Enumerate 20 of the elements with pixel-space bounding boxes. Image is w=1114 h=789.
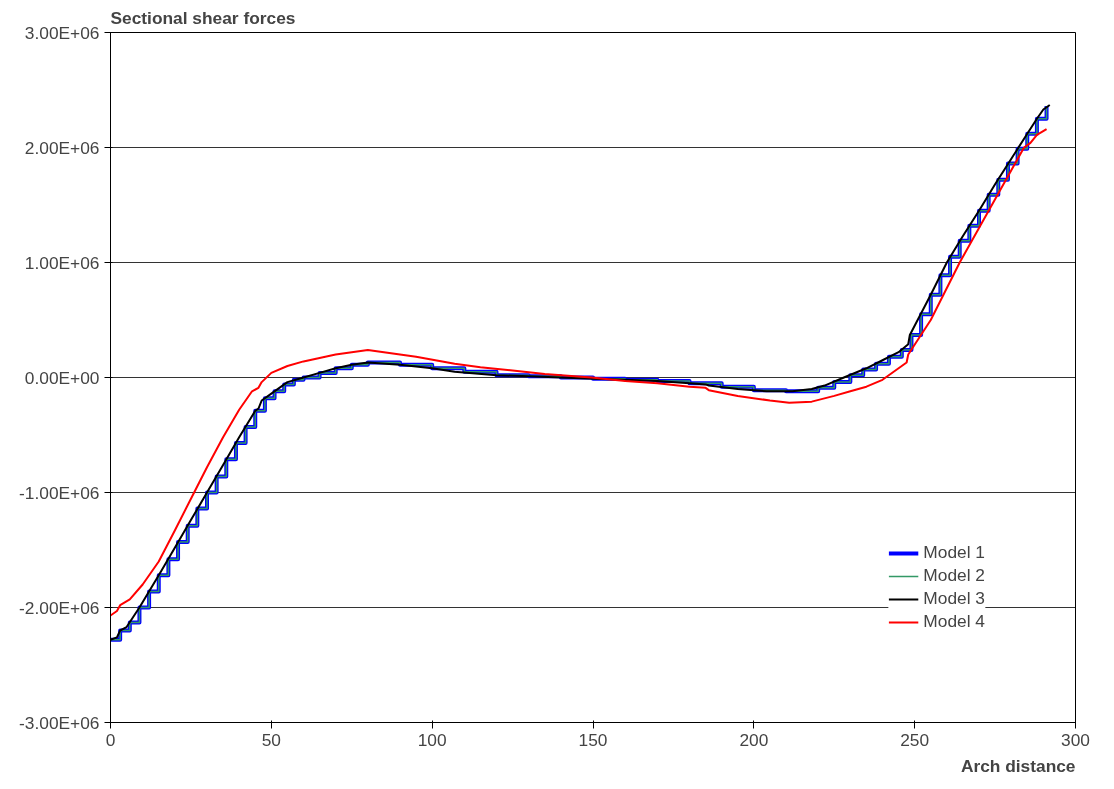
x-tick-label: 200 [739,729,769,750]
y-tick-label: -1.00E+06 [19,482,100,503]
x-tick-label: 100 [417,729,447,750]
y-tick-label: -3.00E+06 [19,712,100,733]
x-tick-label: 300 [1061,729,1090,750]
x-tick-label: 150 [578,729,608,750]
legend-label: Model 3 [923,588,985,609]
y-tick-label: 0.00E+00 [24,367,100,388]
legend-label: Model 2 [923,565,985,586]
x-axis-title: Arch distance [960,755,1076,776]
x-tick-label: 50 [261,729,281,750]
x-tick-label: 250 [900,729,930,750]
y-tick-label: -2.00E+06 [19,597,100,618]
legend-label: Model 4 [923,611,985,632]
y-tick-label: 1.00E+06 [24,252,100,273]
y-tick-label: 2.00E+06 [24,137,100,158]
y-axis-title: Sectional shear forces [110,7,296,28]
x-tick-label: 0 [105,729,116,750]
y-tick-label: 3.00E+06 [24,22,100,43]
legend-label: Model 1 [923,542,985,563]
